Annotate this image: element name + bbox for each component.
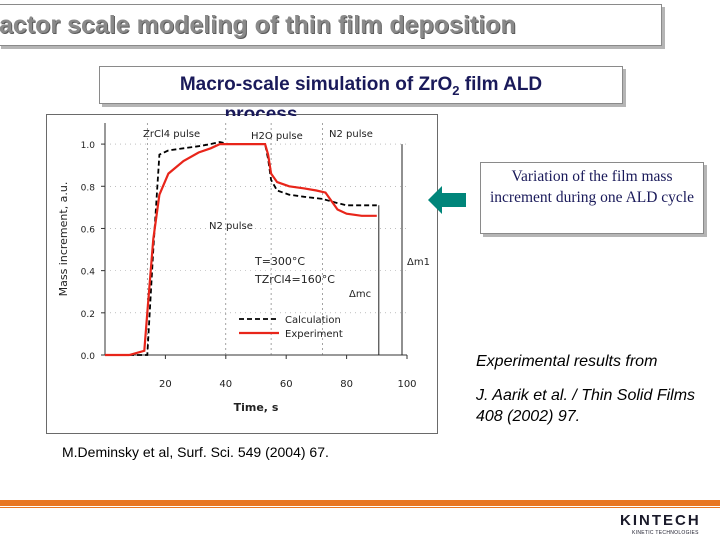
x-tick-label: 80 xyxy=(340,379,353,390)
x-tick-label: 40 xyxy=(219,379,232,390)
y-tick-label: 0.6 xyxy=(81,225,96,235)
annotation-delta-mc: Δmc xyxy=(349,289,371,300)
pulse-label: H2O pulse xyxy=(251,131,303,142)
callout-box: Variation of the film mass increment dur… xyxy=(480,162,704,234)
left-arrow-icon xyxy=(428,186,466,214)
series-line-experiment xyxy=(105,143,377,357)
subtitle-subscript: 2 xyxy=(452,82,460,98)
plot-frame: 0.0 0.2 0.4 0.6 0.8 1.0 20 40 60 80 100 Time, s Mass… xyxy=(46,114,438,434)
condition-temperature: T=300°C xyxy=(254,255,305,268)
x-tick-label: 100 xyxy=(397,379,416,390)
footer-line xyxy=(0,507,720,508)
citation: M.Deminsky et al, Surf. Sci. 549 (2004) … xyxy=(62,444,329,460)
reference-intro: Experimental results from xyxy=(476,353,658,370)
x-tick-label: 20 xyxy=(159,379,172,390)
annotation-delta-m1: Δm1 xyxy=(407,257,430,268)
subtitle-line1: Macro-scale simulation of ZrO2 film ALD xyxy=(100,74,622,98)
x-axis-label: Time, s xyxy=(234,401,279,414)
pulse-label: N2 pulse xyxy=(209,221,253,232)
legend-label: Experiment xyxy=(285,329,343,340)
series-line-calculation xyxy=(105,141,377,356)
y-tick-label: 1.0 xyxy=(81,141,96,151)
reference-source: J. Aarik et al. / Thin Solid Films 408 (… xyxy=(476,387,696,425)
y-axis-label: Mass increment, a.u. xyxy=(57,182,70,297)
pulse-label: N2 pulse xyxy=(329,129,373,140)
y-tick-label: 0.8 xyxy=(81,183,96,193)
legend-label: Calculation xyxy=(285,315,341,326)
title-box: actor scale modeling of thin film deposi… xyxy=(0,4,662,46)
y-tick-label: 0.4 xyxy=(81,268,96,278)
slide-title: actor scale modeling of thin film deposi… xyxy=(0,11,516,39)
subtitle-line2: process xyxy=(224,104,298,116)
logo-tagline: KINETIC TECHNOLOGIES xyxy=(632,530,699,536)
callout-text: Variation of the film mass increment dur… xyxy=(489,168,694,206)
footer-bar xyxy=(0,500,720,506)
mass-increment-chart: 0.0 0.2 0.4 0.6 0.8 1.0 20 40 60 80 100 Time, s Mass… xyxy=(57,123,430,414)
y-tick-label: 0.0 xyxy=(81,352,96,362)
subtitle-main: Macro-scale simulation of ZrO xyxy=(179,74,453,95)
y-tick-label: 0.2 xyxy=(81,310,95,320)
subtitle-box: Macro-scale simulation of ZrO2 film ALD xyxy=(99,66,623,104)
x-tick-label: 60 xyxy=(280,379,293,390)
condition-source-temperature: TZrCl4=160°C xyxy=(254,273,335,286)
subtitle-end: film ALD xyxy=(459,74,543,95)
kintech-logo: KINTECH KINETIC TECHNOLOGIES xyxy=(620,512,720,540)
pulse-label: ZrCl4 pulse xyxy=(143,129,200,140)
logo-name: KINTECH xyxy=(620,512,701,529)
